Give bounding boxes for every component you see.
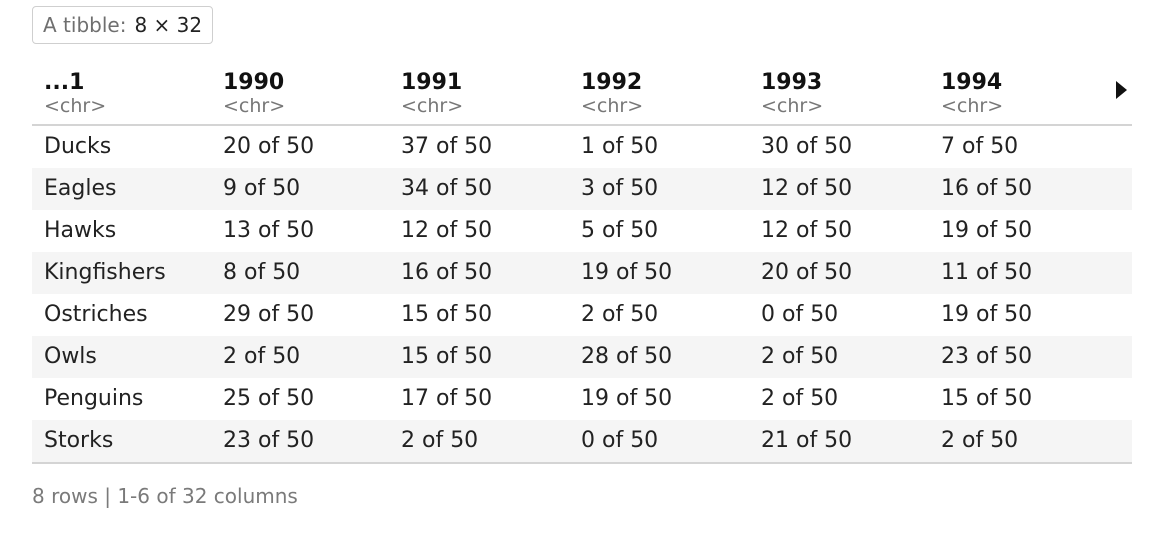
table-cell: 15 of 50	[401, 344, 493, 369]
table-row: Storks 23 of 50 2 of 50 0 of 50 21 of 50…	[32, 420, 1132, 464]
table-cell: 25 of 50	[223, 386, 315, 411]
column-name: 1993	[761, 70, 823, 95]
tibble-dimensions-badge: A tibble: 8 × 32	[32, 6, 214, 44]
column-type: <chr>	[581, 95, 644, 117]
table-cell: 2 of 50	[761, 344, 839, 369]
table-cell: 23 of 50	[941, 344, 1033, 369]
column-header: 1994 <chr>	[941, 70, 1003, 116]
next-columns-triangle-right-icon[interactable]	[1112, 80, 1132, 100]
table-cell: 15 of 50	[941, 386, 1033, 411]
column-header: 1991 <chr>	[401, 70, 463, 116]
table-cell: 19 of 50	[941, 218, 1033, 243]
table-cell: 21 of 50	[761, 428, 853, 453]
tibble-label: A tibble:	[43, 13, 127, 37]
table-row: Owls 2 of 50 15 of 50 28 of 50 2 of 50 2…	[32, 336, 1132, 378]
column-name: 1990	[223, 70, 285, 95]
table-cell: 28 of 50	[581, 344, 673, 369]
column-type: <chr>	[941, 95, 1004, 117]
table-cell: 19 of 50	[581, 386, 673, 411]
table-cell: 1 of 50	[581, 134, 659, 159]
table-cell: 16 of 50	[401, 260, 493, 285]
column-header: 1990 <chr>	[223, 70, 285, 116]
table-cell: 37 of 50	[401, 134, 493, 159]
table-cell: 17 of 50	[401, 386, 493, 411]
table-row: Ostriches 29 of 50 15 of 50 2 of 50 0 of…	[32, 294, 1132, 336]
column-header: ...1 <chr>	[44, 70, 106, 116]
column-type: <chr>	[761, 95, 824, 117]
table-cell: 2 of 50	[223, 344, 301, 369]
table-row: Kingfishers 8 of 50 16 of 50 19 of 50 20…	[32, 252, 1132, 294]
column-header: 1993 <chr>	[761, 70, 823, 116]
column-name: 1994	[941, 70, 1003, 95]
table-cell: Penguins	[44, 386, 144, 411]
table-cell: 2 of 50	[941, 428, 1019, 453]
table-cell: 19 of 50	[581, 260, 673, 285]
table-cell: Eagles	[44, 176, 117, 201]
table-cell: 20 of 50	[761, 260, 853, 285]
table-cell: 12 of 50	[401, 218, 493, 243]
tibble-dims: 8 × 32	[134, 13, 203, 37]
data-table: ...1 <chr> 1990 <chr> 1991 <chr> 1992 <c…	[32, 68, 1132, 464]
table-cell: 12 of 50	[761, 218, 853, 243]
table-cell: 23 of 50	[223, 428, 315, 453]
table-cell: 0 of 50	[581, 428, 659, 453]
table-cell: 34 of 50	[401, 176, 493, 201]
table-cell: 5 of 50	[581, 218, 659, 243]
column-name: ...1	[44, 70, 85, 95]
table-cell: 12 of 50	[761, 176, 853, 201]
table-cell: 11 of 50	[941, 260, 1033, 285]
table-cell: 8 of 50	[223, 260, 301, 285]
column-type: <chr>	[401, 95, 464, 117]
table-cell: 20 of 50	[223, 134, 315, 159]
table-cell: 2 of 50	[581, 302, 659, 327]
table-cell: 16 of 50	[941, 176, 1033, 201]
table-summary: 8 rows | 1-6 of 32 columns	[32, 484, 298, 508]
table-cell: 15 of 50	[401, 302, 493, 327]
table-cell: 3 of 50	[581, 176, 659, 201]
table-cell: Hawks	[44, 218, 117, 243]
table-row: Penguins 25 of 50 17 of 50 19 of 50 2 of…	[32, 378, 1132, 420]
table-cell: 13 of 50	[223, 218, 315, 243]
table-row: Hawks 13 of 50 12 of 50 5 of 50 12 of 50…	[32, 210, 1132, 252]
table-cell: 9 of 50	[223, 176, 301, 201]
table-cell: 30 of 50	[761, 134, 853, 159]
table-header: ...1 <chr> 1990 <chr> 1991 <chr> 1992 <c…	[32, 68, 1132, 126]
table-cell: 0 of 50	[761, 302, 839, 327]
table-cell: 2 of 50	[761, 386, 839, 411]
column-type: <chr>	[223, 95, 286, 117]
table-cell: Kingfishers	[44, 260, 166, 285]
table-row: Eagles 9 of 50 34 of 50 3 of 50 12 of 50…	[32, 168, 1132, 210]
column-type: <chr>	[44, 95, 107, 117]
table-cell: Ostriches	[44, 302, 148, 327]
table-cell: 29 of 50	[223, 302, 315, 327]
column-name: 1991	[401, 70, 463, 95]
table-row: Ducks 20 of 50 37 of 50 1 of 50 30 of 50…	[32, 126, 1132, 168]
table-cell: Storks	[44, 428, 114, 453]
table-cell: 7 of 50	[941, 134, 1019, 159]
table-cell: 2 of 50	[401, 428, 479, 453]
table-cell: Ducks	[44, 134, 112, 159]
table-cell: 19 of 50	[941, 302, 1033, 327]
column-name: 1992	[581, 70, 643, 95]
table-cell: Owls	[44, 344, 97, 369]
column-header: 1992 <chr>	[581, 70, 643, 116]
